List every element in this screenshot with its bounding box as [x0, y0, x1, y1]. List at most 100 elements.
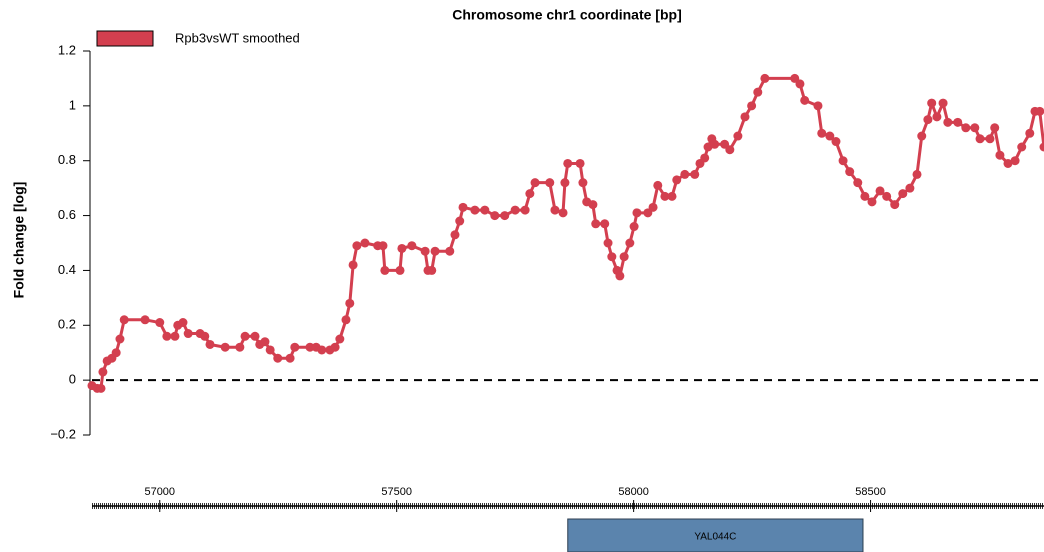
data-point [578, 178, 588, 188]
data-point [111, 348, 121, 358]
data-point [260, 337, 270, 347]
data-point [838, 156, 848, 166]
x-tick-label: 58500 [855, 486, 886, 498]
data-point [445, 246, 455, 256]
data-point [335, 334, 345, 344]
data-point [591, 219, 601, 229]
data-point [800, 95, 810, 105]
data-point [290, 342, 300, 352]
data-point [348, 260, 358, 270]
data-point [905, 183, 915, 193]
data-point [490, 211, 500, 221]
data-point [985, 134, 995, 144]
data-point [458, 202, 468, 212]
y-tick-label: 1 [69, 97, 76, 112]
data-point [317, 345, 327, 355]
data-point [560, 178, 570, 188]
chart-title: Chromosome chr1 coordinate [bp] [452, 7, 681, 23]
data-point [588, 200, 598, 210]
data-point [831, 137, 841, 147]
data-point [990, 123, 1000, 133]
data-point [912, 169, 922, 179]
data-point [550, 205, 560, 215]
data-point [178, 318, 188, 328]
data-point [853, 178, 863, 188]
data-point [341, 315, 351, 325]
data-point [330, 342, 340, 352]
data-point [397, 243, 407, 253]
data-point [927, 98, 937, 108]
y-axis-label: Fold change [log] [11, 182, 27, 299]
data-point [450, 230, 460, 240]
data-point [480, 205, 490, 215]
x-tick-label: 57500 [381, 486, 412, 498]
data-point [653, 180, 663, 190]
data-point [140, 315, 150, 325]
data-point [470, 205, 480, 215]
data-point [753, 87, 763, 97]
data-point [875, 186, 885, 196]
data-point [545, 178, 555, 188]
data-point [1039, 142, 1044, 152]
legend-label: Rpb3vsWT smoothed [175, 30, 300, 45]
data-point [360, 238, 370, 248]
data-point [510, 205, 520, 215]
gene [567, 518, 864, 552]
data-point [378, 241, 388, 251]
data-point [96, 383, 106, 393]
data-point [953, 117, 963, 127]
data-point [220, 342, 230, 352]
x-tick-label: 58000 [618, 486, 649, 498]
data-point [632, 208, 642, 218]
y-tick-label: 0 [69, 372, 76, 387]
data-point [845, 167, 855, 177]
data-point [235, 342, 245, 352]
data-point [115, 334, 125, 344]
data-point [1035, 106, 1044, 116]
y-tick-label: 1.2 [58, 42, 76, 57]
data-point [619, 252, 629, 262]
data-point [938, 98, 948, 108]
gene-label: YAL044C [694, 532, 736, 543]
data-point [600, 219, 610, 229]
data-point [305, 342, 315, 352]
data-point [530, 178, 540, 188]
data-point [740, 112, 750, 122]
data-point [700, 153, 710, 163]
data-point [898, 189, 908, 199]
data-point [162, 331, 172, 341]
data-point [205, 339, 215, 349]
data-point [961, 123, 971, 133]
y-tick-label: 0.4 [58, 262, 76, 277]
data-point [285, 353, 295, 363]
y-tick-label: −0.2 [50, 426, 76, 441]
y-tick-label: 0.2 [58, 317, 76, 332]
data-point [943, 117, 953, 127]
data-line [91, 76, 1044, 390]
legend: Rpb3vsWT smoothed [96, 30, 300, 47]
data-point [558, 208, 568, 218]
data-point [525, 189, 535, 199]
data-point [690, 169, 700, 179]
data-point [200, 331, 210, 341]
data-point [890, 200, 900, 210]
x-tick-label: 57000 [144, 486, 175, 498]
data-point [1025, 128, 1035, 138]
data-point [1010, 156, 1020, 166]
data-point [407, 241, 417, 251]
data-point [395, 265, 405, 275]
data-point [672, 175, 682, 185]
data-point [725, 145, 735, 155]
data-point [563, 158, 573, 168]
data-point [250, 331, 260, 341]
data-point [882, 191, 892, 201]
data-point [667, 191, 677, 201]
data-point [455, 216, 465, 226]
data-point [629, 222, 639, 232]
data-point [747, 101, 757, 111]
data-point [817, 128, 827, 138]
data-point [1017, 142, 1027, 152]
data-point [420, 246, 430, 256]
data-point [917, 131, 927, 141]
